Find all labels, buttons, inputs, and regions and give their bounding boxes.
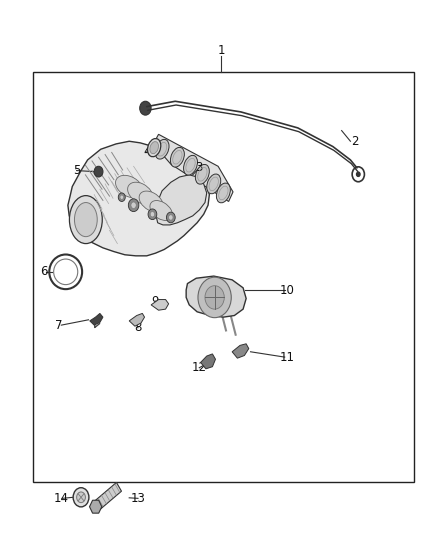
Circle shape	[150, 212, 155, 217]
Ellipse shape	[195, 164, 209, 184]
Circle shape	[205, 286, 224, 309]
Ellipse shape	[150, 200, 173, 221]
Polygon shape	[68, 141, 209, 256]
Text: 10: 10	[279, 284, 294, 297]
Polygon shape	[151, 300, 169, 310]
Polygon shape	[232, 344, 249, 358]
Polygon shape	[153, 134, 233, 201]
Ellipse shape	[170, 147, 184, 167]
Text: 11: 11	[279, 351, 294, 364]
Bar	[33, 72, 414, 482]
Text: 1: 1	[217, 44, 225, 57]
Circle shape	[77, 492, 85, 503]
Circle shape	[198, 277, 231, 318]
Ellipse shape	[184, 155, 198, 175]
Ellipse shape	[155, 139, 169, 159]
Text: 5: 5	[73, 164, 80, 177]
Text: 9: 9	[152, 295, 159, 308]
Polygon shape	[90, 313, 103, 325]
Circle shape	[131, 202, 136, 208]
Text: 3: 3	[196, 161, 203, 174]
Circle shape	[73, 488, 89, 507]
Ellipse shape	[127, 182, 153, 204]
Circle shape	[118, 193, 125, 201]
Circle shape	[169, 215, 173, 220]
Circle shape	[94, 166, 103, 177]
Ellipse shape	[148, 139, 161, 157]
Ellipse shape	[139, 191, 163, 212]
Ellipse shape	[207, 174, 221, 194]
Text: 7: 7	[55, 319, 63, 332]
Polygon shape	[186, 276, 246, 317]
Text: 12: 12	[192, 361, 207, 374]
Circle shape	[140, 101, 151, 115]
Text: 8: 8	[134, 321, 141, 334]
Circle shape	[357, 172, 360, 176]
Text: 13: 13	[131, 492, 145, 505]
Text: 6: 6	[40, 265, 48, 278]
Ellipse shape	[150, 142, 159, 154]
Polygon shape	[93, 482, 121, 511]
Text: 4: 4	[143, 146, 151, 158]
Text: 14: 14	[54, 492, 69, 505]
Ellipse shape	[69, 196, 102, 244]
Circle shape	[166, 212, 175, 223]
Polygon shape	[201, 354, 215, 369]
Circle shape	[120, 195, 124, 199]
Polygon shape	[155, 175, 207, 225]
Ellipse shape	[74, 203, 97, 237]
Circle shape	[148, 209, 157, 220]
Ellipse shape	[216, 183, 230, 203]
Polygon shape	[89, 500, 102, 513]
Text: 2: 2	[351, 135, 359, 148]
Circle shape	[128, 199, 139, 212]
Polygon shape	[129, 313, 145, 326]
Ellipse shape	[116, 175, 143, 198]
